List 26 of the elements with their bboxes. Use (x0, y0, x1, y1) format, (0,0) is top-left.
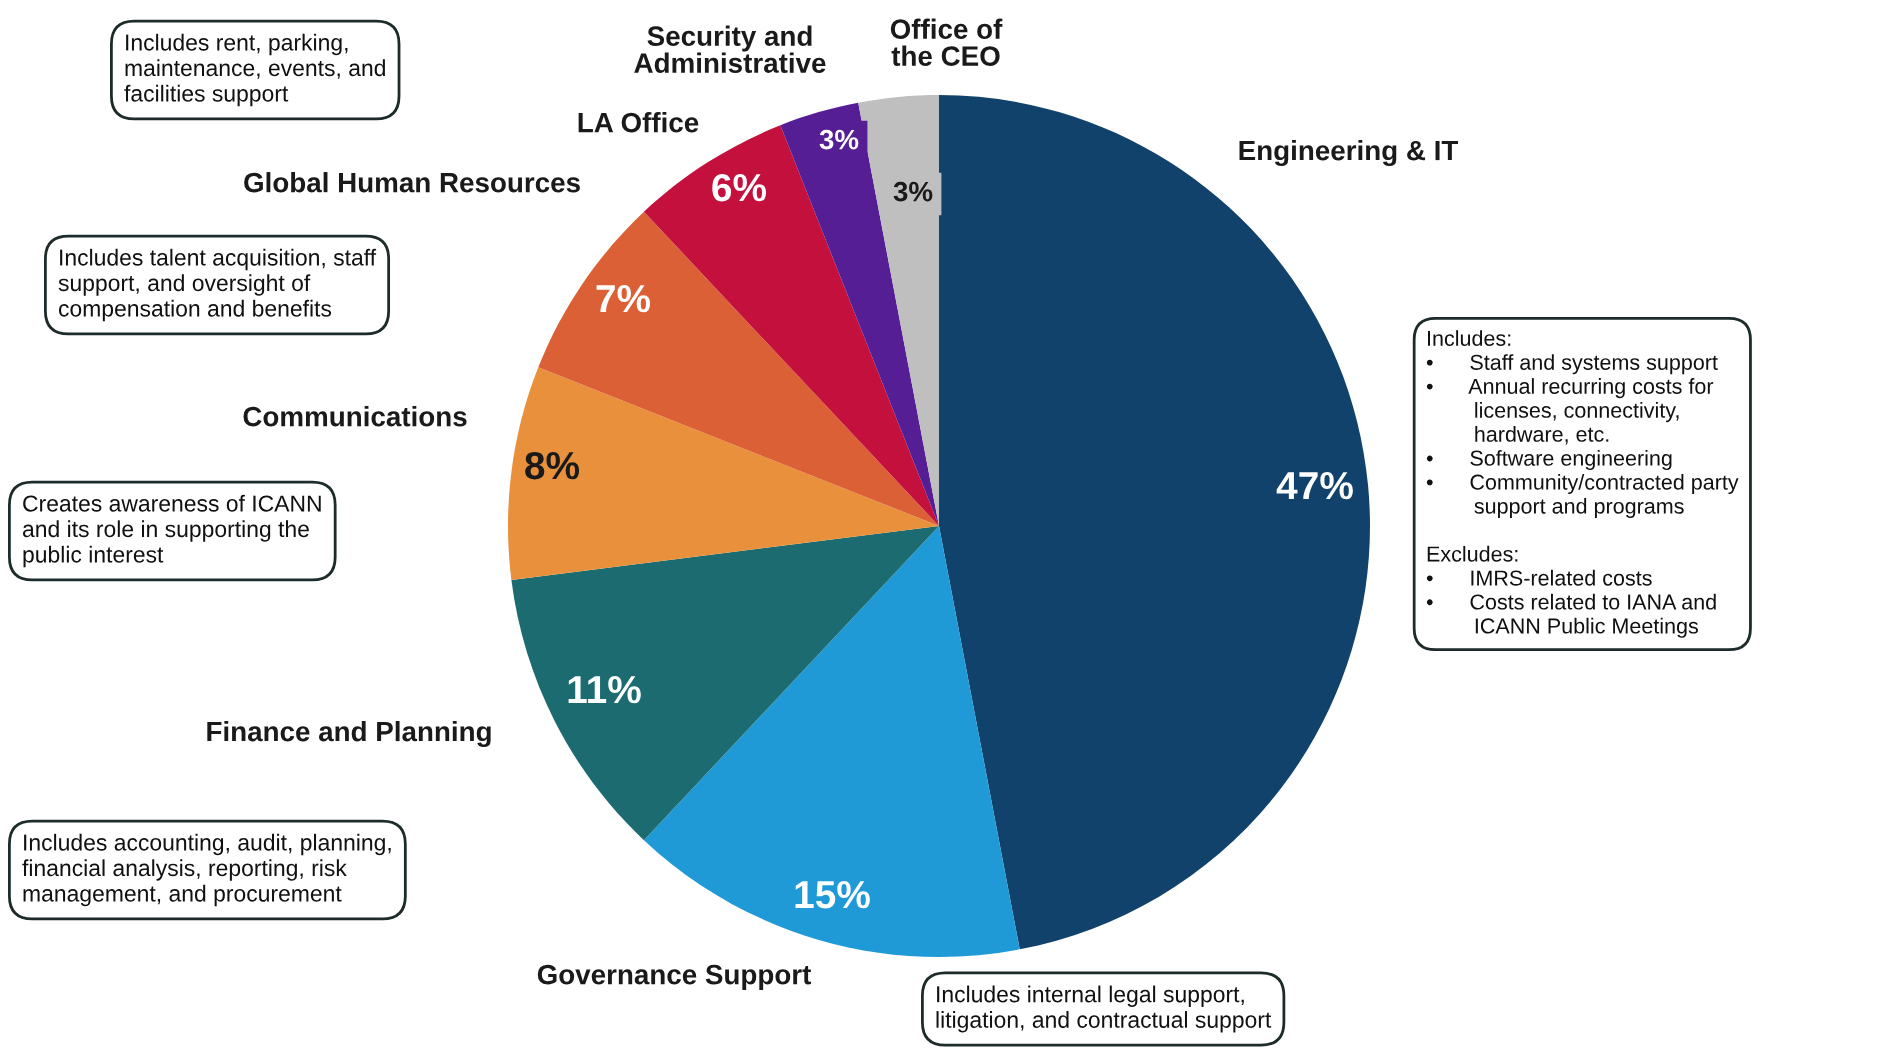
slice-label: Engineering & IT (1239, 139, 1459, 167)
text: Creates awareness of ICANN and its role in supporting the public interest (22, 494, 321, 568)
pie-slice (780, 102, 939, 526)
text: Includes: • Staff and systems support • Annual recurring costs for licenses, connectivity, hardware, etc. • Software engineering • Community/contracted party support and programs Excludes: • IMRS-related costs • Costs related to IANA and ICANN Public Meetings (1426, 330, 1739, 638)
text: Includes internal legal support, litigation, and contractual support (936, 985, 1272, 1033)
data-label: 47% (1276, 472, 1353, 500)
pie-slice (508, 367, 939, 581)
slice-label: Governance Support (537, 964, 812, 990)
text: Includes accounting, audit, planning, financial analysis, reporting, risk management, and procurement (22, 833, 391, 907)
data-label: 7% (596, 285, 651, 313)
slice-label: LA Office (578, 112, 699, 133)
slice-label: Finance and Planning (207, 720, 491, 748)
data-label: 3% (893, 181, 933, 202)
data-label: 3% (819, 129, 859, 150)
data-label: 15% (795, 881, 870, 909)
data-label: 6% (712, 173, 767, 202)
slice-label: Security and Administrative (634, 25, 826, 73)
pie-slice (643, 526, 1020, 957)
slice-label: Office of the CEO (890, 18, 1003, 66)
pie-slice (511, 526, 939, 841)
slice-label: Global Human Resources (244, 172, 580, 193)
text: Includes talent acquisition, staff support, and oversight of compensation and benefits (58, 248, 377, 322)
data-label: 11% (568, 676, 641, 704)
data-label: 8% (525, 451, 580, 480)
text: Includes rent, parking, maintenance, events, and facilities support (124, 33, 385, 107)
slice-label: Communications (243, 406, 467, 427)
